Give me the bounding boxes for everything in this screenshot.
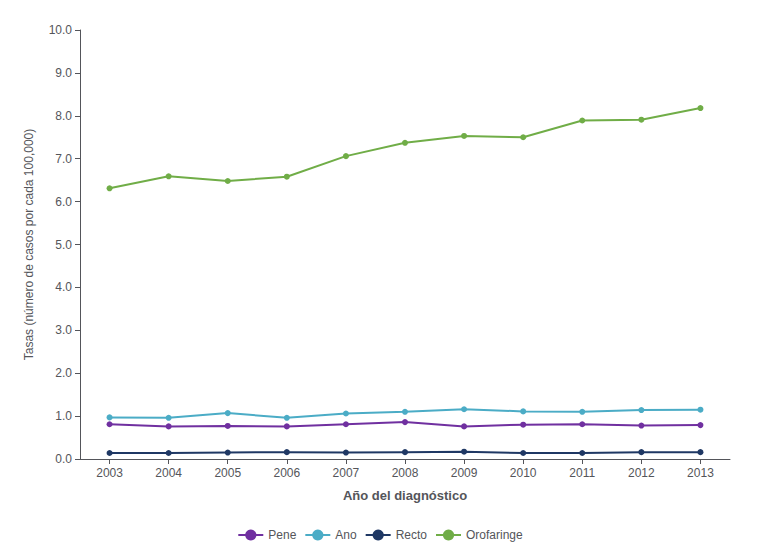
svg-text:2004: 2004 — [155, 466, 182, 480]
svg-text:4.0: 4.0 — [55, 280, 72, 294]
svg-text:Ano: Ano — [335, 528, 357, 542]
svg-text:6.0: 6.0 — [55, 195, 72, 209]
svg-text:2011: 2011 — [569, 466, 595, 480]
svg-text:2003: 2003 — [96, 466, 123, 480]
svg-text:9.0: 9.0 — [55, 66, 72, 80]
svg-text:0.0: 0.0 — [55, 452, 72, 466]
svg-text:2009: 2009 — [451, 466, 478, 480]
svg-text:3.0: 3.0 — [55, 323, 72, 337]
svg-text:7.0: 7.0 — [55, 152, 72, 166]
svg-text:Recto: Recto — [396, 528, 428, 542]
svg-text:Tasas (número de casos por cad: Tasas (número de casos por cada 100,000) — [22, 129, 36, 360]
svg-text:2008: 2008 — [392, 466, 419, 480]
svg-text:Año del diagnóstico: Año del diagnóstico — [343, 488, 467, 503]
svg-text:8.0: 8.0 — [55, 109, 72, 123]
svg-text:Orofaringe: Orofaringe — [466, 528, 523, 542]
svg-text:2005: 2005 — [214, 466, 241, 480]
svg-text:1.0: 1.0 — [55, 409, 72, 423]
svg-text:2006: 2006 — [273, 466, 300, 480]
svg-text:2007: 2007 — [333, 466, 360, 480]
svg-text:5.0: 5.0 — [55, 238, 72, 252]
svg-text:2012: 2012 — [628, 466, 655, 480]
svg-text:10.0: 10.0 — [49, 23, 73, 37]
svg-text:2013: 2013 — [687, 466, 714, 480]
svg-text:Pene: Pene — [268, 528, 296, 542]
svg-text:2010: 2010 — [510, 466, 537, 480]
svg-text:2.0: 2.0 — [55, 366, 72, 380]
